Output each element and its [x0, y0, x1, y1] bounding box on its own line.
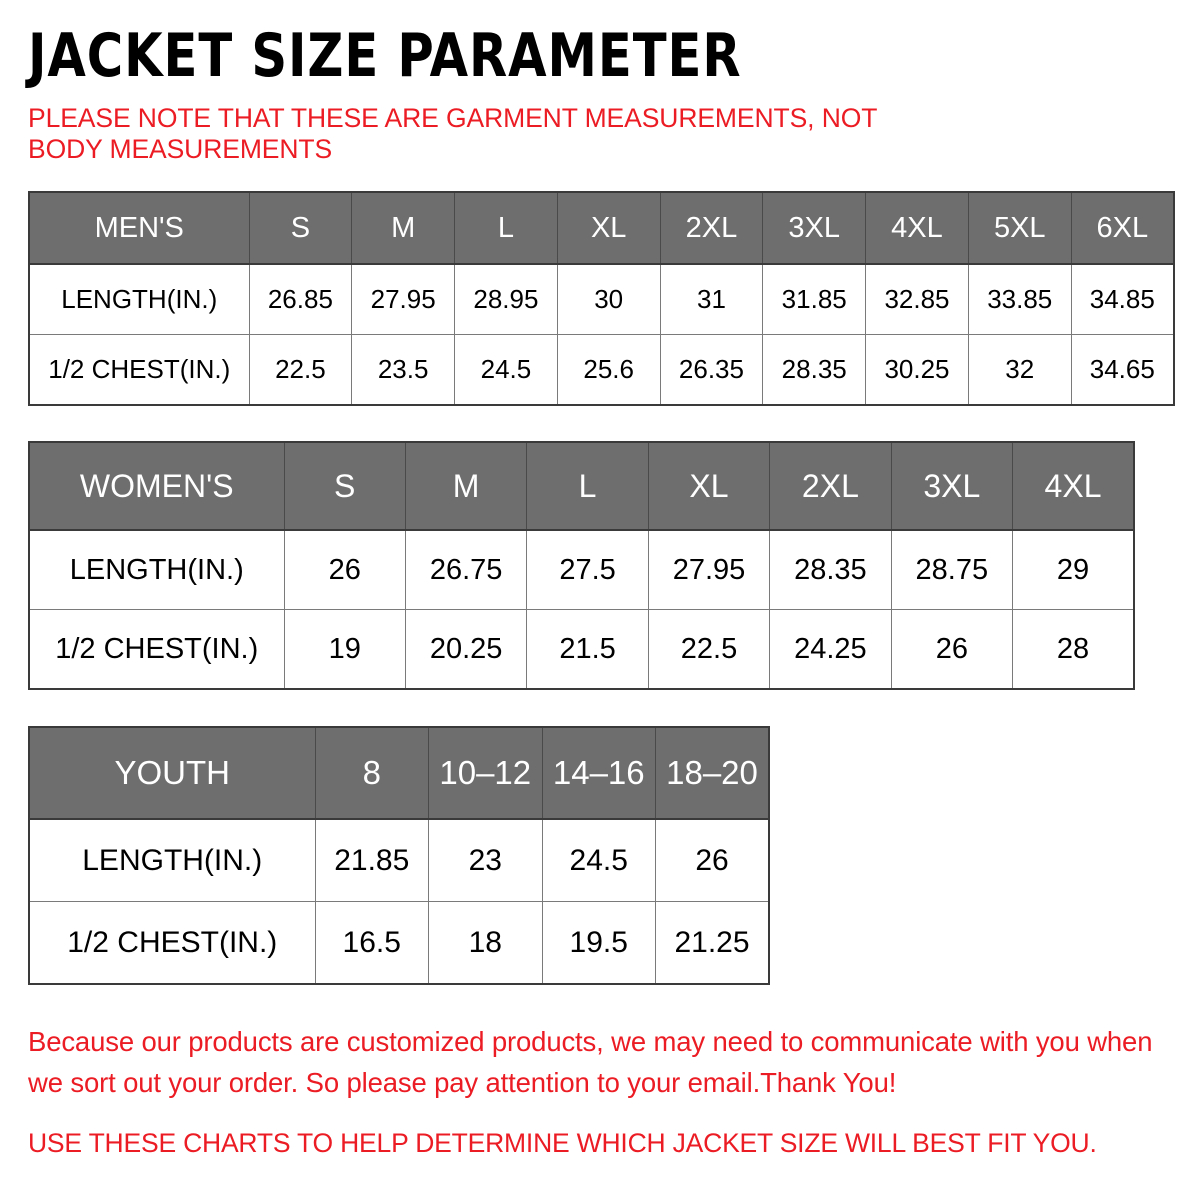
youth-table-body: LENGTH(IN.) 21.85 23 24.5 26 1/2 CHEST(IN.) 16… [28, 818, 770, 985]
womens-measurement-label: LENGTH(IN.) [28, 529, 285, 610]
womens-table-title-cell: WOMEN'S [28, 441, 285, 531]
youth-measurement-value: 21.25 [655, 901, 770, 985]
mens-measurement-value: 28.35 [762, 334, 867, 406]
mens-size-header: L [454, 191, 558, 265]
mens-size-header: 2XL [659, 191, 764, 265]
womens-size-header: S [283, 441, 406, 531]
mens-size-header: S [248, 191, 353, 265]
mens-measurement-value: 28.95 [454, 263, 558, 335]
mens-table-head: MEN'S S M L XL 2XL 3XL 4XL 5XL 6XL [28, 191, 1175, 265]
womens-measurement-value: 27.5 [526, 529, 649, 610]
womens-measurement-value: 26.75 [404, 529, 528, 610]
youth-size-header: 18–20 [655, 726, 770, 820]
chart-usage-note: USE THESE CHARTS TO HELP DETERMINE WHICH… [28, 1128, 1097, 1158]
mens-size-header: XL [556, 191, 661, 265]
womens-measurement-value: 20.25 [404, 609, 528, 690]
customization-note: Because our products are customized prod… [28, 1026, 1153, 1098]
youth-measurement-value: 19.5 [541, 901, 656, 985]
mens-measurement-value: 33.85 [967, 263, 1072, 335]
youth-header-row: YOUTH 8 10–12 14–16 18–20 [28, 726, 770, 820]
mens-table-title-cell: MEN'S [28, 191, 250, 265]
youth-measurement-value: 23 [428, 818, 543, 902]
youth-measurement-value: 26 [655, 818, 770, 902]
mens-measurement-value: 24.5 [454, 334, 558, 406]
mens-measurement-value: 27.95 [351, 263, 456, 335]
womens-measurement-value: 29 [1012, 529, 1135, 610]
womens-measurement-value: 28.35 [769, 529, 892, 610]
mens-measurement-value: 32 [967, 334, 1072, 406]
mens-measurement-value: 34.65 [1070, 334, 1175, 406]
womens-size-header: M [404, 441, 528, 531]
womens-table-body: LENGTH(IN.) 26 26.75 27.5 27.95 28.35 28.75 29 1… [28, 529, 1135, 690]
youth-measurement-value: 24.5 [541, 818, 656, 902]
table-row: LENGTH(IN.) 26.85 27.95 28.95 30 31 31.85 32.85… [28, 263, 1175, 335]
mens-size-table: MEN'S S M L XL 2XL 3XL 4XL 5XL 6XL LENGTH(IN.) 26… [28, 191, 1175, 406]
mens-measurement-value: 23.5 [351, 334, 456, 406]
womens-measurement-value: 21.5 [526, 609, 649, 690]
womens-size-header: L [526, 441, 649, 531]
table-row: LENGTH(IN.) 21.85 23 24.5 26 [28, 818, 770, 902]
youth-size-header: 10–12 [428, 726, 543, 820]
womens-size-header: XL [647, 441, 771, 531]
mens-measurement-value: 22.5 [248, 334, 353, 406]
womens-measurement-label: 1/2 CHEST(IN.) [28, 609, 285, 690]
mens-measurement-value: 32.85 [865, 263, 969, 335]
womens-size-header: 3XL [890, 441, 1014, 531]
mens-measurement-value: 26.85 [248, 263, 353, 335]
mens-size-header: 3XL [762, 191, 867, 265]
youth-measurement-label: LENGTH(IN.) [28, 818, 316, 902]
mens-measurement-value: 31 [659, 263, 764, 335]
table-row: 1/2 CHEST(IN.) 22.5 23.5 24.5 25.6 26.35 28.35… [28, 334, 1175, 406]
table-row: 1/2 CHEST(IN.) 16.5 18 19.5 21.25 [28, 901, 770, 985]
mens-measurement-value: 25.6 [556, 334, 661, 406]
womens-measurement-value: 26 [283, 529, 406, 610]
womens-measurement-value: 19 [283, 609, 406, 690]
mens-table-body: LENGTH(IN.) 26.85 27.95 28.95 30 31 31.85 32.85… [28, 263, 1175, 406]
womens-measurement-value: 27.95 [647, 529, 771, 610]
mens-measurement-value: 34.85 [1070, 263, 1175, 335]
table-row: LENGTH(IN.) 26 26.75 27.5 27.95 28.35 28.75 29 [28, 529, 1135, 610]
garment-measurement-note: PLEASE NOTE THAT THESE ARE GARMENT MEASU… [28, 103, 877, 164]
mens-measurement-label: 1/2 CHEST(IN.) [28, 334, 250, 406]
youth-measurement-value: 16.5 [314, 901, 429, 985]
womens-size-header: 4XL [1012, 441, 1135, 531]
mens-size-header: M [351, 191, 456, 265]
mens-size-header: 5XL [967, 191, 1072, 265]
mens-header-row: MEN'S S M L XL 2XL 3XL 4XL 5XL 6XL [28, 191, 1175, 265]
womens-header-row: WOMEN'S S M L XL 2XL 3XL 4XL [28, 441, 1135, 531]
mens-measurement-value: 31.85 [762, 263, 867, 335]
youth-size-table: YOUTH 8 10–12 14–16 18–20 LENGTH(IN.) 21.85 2… [28, 726, 770, 985]
womens-measurement-value: 24.25 [769, 609, 892, 690]
womens-measurement-value: 22.5 [647, 609, 771, 690]
youth-measurement-label: 1/2 CHEST(IN.) [28, 901, 316, 985]
womens-size-table: WOMEN'S S M L XL 2XL 3XL 4XL LENGTH(IN.) 26 26.7… [28, 441, 1135, 690]
womens-measurement-value: 28.75 [890, 529, 1014, 610]
mens-measurement-value: 30.25 [865, 334, 969, 406]
womens-size-header: 2XL [769, 441, 892, 531]
mens-size-header: 6XL [1070, 191, 1175, 265]
womens-measurement-value: 26 [890, 609, 1014, 690]
youth-measurement-value: 21.85 [314, 818, 429, 902]
table-row: 1/2 CHEST(IN.) 19 20.25 21.5 22.5 24.25 26 28 [28, 609, 1135, 690]
mens-measurement-value: 30 [556, 263, 661, 335]
youth-table-title-cell: YOUTH [28, 726, 316, 820]
youth-size-header: 8 [314, 726, 429, 820]
page-title: JACKET SIZE PARAMETER [28, 21, 742, 91]
mens-measurement-value: 26.35 [659, 334, 764, 406]
mens-size-header: 4XL [865, 191, 969, 265]
womens-measurement-value: 28 [1012, 609, 1135, 690]
youth-measurement-value: 18 [428, 901, 543, 985]
youth-size-header: 14–16 [541, 726, 656, 820]
mens-measurement-label: LENGTH(IN.) [28, 263, 250, 335]
youth-table-head: YOUTH 8 10–12 14–16 18–20 [28, 726, 770, 820]
womens-table-head: WOMEN'S S M L XL 2XL 3XL 4XL [28, 441, 1135, 531]
